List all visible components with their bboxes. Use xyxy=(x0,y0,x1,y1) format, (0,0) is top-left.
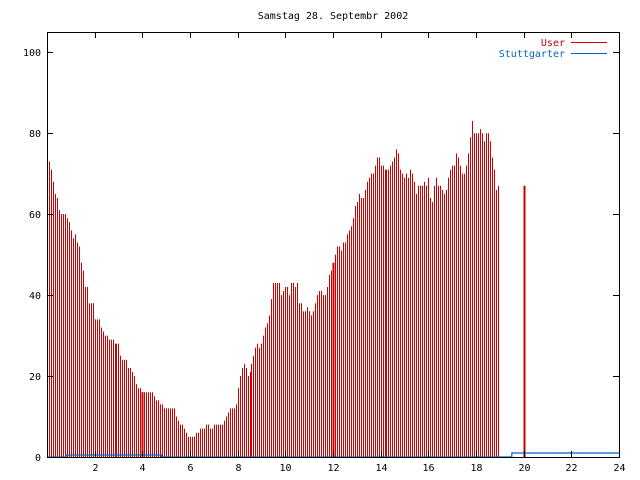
x-tick-label-0: 2 xyxy=(92,463,98,474)
legend-label-stuttgarter: Stuttgarter xyxy=(499,49,565,60)
x-tick-label-6: 14 xyxy=(375,463,387,474)
y-tick-label-3: 60 xyxy=(29,210,41,221)
chart-title: Samstag 28. Septembr 2002 xyxy=(258,11,409,22)
y-tick-label-0: 0 xyxy=(35,453,41,464)
y-tick-label-2: 40 xyxy=(29,291,41,302)
user-bars xyxy=(47,121,526,457)
x-tick-label-3: 8 xyxy=(235,463,241,474)
y-tick-label-1: 20 xyxy=(29,372,41,383)
series-line-stuttgarter xyxy=(47,452,619,458)
y-tick-label-5: 100 xyxy=(23,48,41,59)
stuttgarter-line xyxy=(47,452,619,458)
y-tick-label-4: 80 xyxy=(29,129,41,140)
x-tick-label-8: 18 xyxy=(470,463,482,474)
x-tick-label-5: 12 xyxy=(327,463,339,474)
legend-label-user: User xyxy=(541,38,565,49)
x-tick-label-7: 16 xyxy=(422,463,434,474)
x-tick-label-9: 20 xyxy=(518,463,530,474)
x-tick-label-1: 4 xyxy=(139,463,145,474)
x-tick-label-2: 6 xyxy=(187,463,193,474)
x-tick-label-10: 22 xyxy=(565,463,577,474)
x-tick-label-11: 24 xyxy=(613,463,625,474)
legend: User Stuttgarter xyxy=(499,38,607,60)
x-tick-label-4: 10 xyxy=(279,463,291,474)
